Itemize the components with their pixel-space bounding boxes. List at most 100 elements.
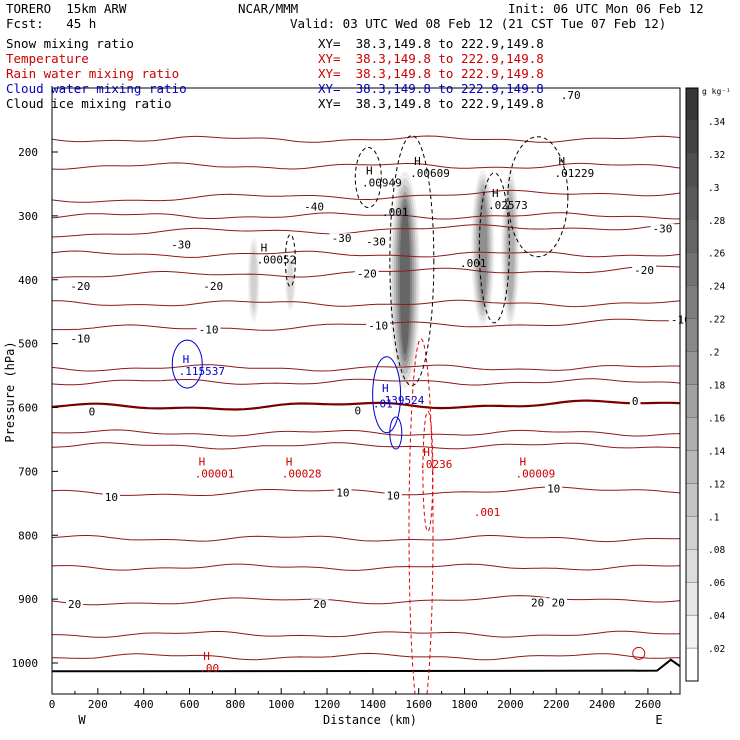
colorbar-tick-9: .2: [708, 348, 719, 359]
temp-label-1: -30: [332, 232, 352, 245]
y-tick-label-8: 1000: [12, 657, 39, 670]
x-tick-label-1: 200: [88, 698, 108, 711]
contour-labels: -40-30 -30-30-30-20 -20-20 -20-10-10 -10 -100…: [66, 89, 693, 675]
colorbar-border: [685, 87, 699, 682]
temp-label-17: 10: [336, 486, 349, 499]
isotherm-extra-5: [52, 364, 680, 372]
isotherm-extra-8: [52, 535, 680, 543]
isotherm-extra-4: [52, 299, 680, 308]
y-axis-label: Pressure (hPa): [3, 341, 17, 442]
colorbar-band-17: [685, 87, 699, 122]
temp-label-13: 0: [89, 405, 96, 418]
colorbar-tick-3: .08: [708, 545, 725, 556]
colorbar-band-3: [685, 549, 699, 583]
maximum-value-10: .00009: [516, 467, 556, 480]
x-tick-label-13: 2600: [635, 698, 662, 711]
field-temperature-xy: XY= 38.3,149.8 to 222.9,149.8: [318, 51, 544, 66]
rain-contour-3: [632, 646, 646, 660]
maximum-marker-8: H: [199, 455, 206, 468]
hydrometeor-contours: [171, 135, 646, 694]
temp-label-bg-16: [102, 491, 120, 503]
y-tick-label-0: 200: [18, 146, 38, 159]
x-tick-label-0: 0: [49, 698, 56, 711]
colorbar-tick-5: .12: [708, 479, 725, 490]
maximum-marker-0: H: [261, 241, 268, 254]
temp-label-18: 10: [387, 490, 400, 503]
east-label: E: [655, 713, 662, 727]
field-snow: Snow mixing ratio: [6, 36, 134, 51]
isotherm-20: [52, 595, 680, 606]
temp-label-9: -10: [70, 333, 90, 346]
isotherm-extra-3: [52, 250, 680, 258]
x-tick-label-12: 2400: [589, 698, 616, 711]
temp-label-bg-4: [169, 239, 193, 251]
temp-label-16: 10: [105, 491, 118, 504]
temp-label-bg-2: [364, 236, 388, 248]
isotherm-extra-9: [52, 563, 680, 571]
contour-value-1: .001: [460, 257, 487, 270]
rain-contour-2: [422, 410, 434, 532]
field-snow-xy: XY= 38.3,149.8 to 222.9,149.8: [318, 36, 544, 51]
snow-plume-2-band-5: [399, 205, 411, 355]
org-title: NCAR/MMM: [238, 1, 299, 16]
colorbar-tick-4: .1: [708, 512, 720, 523]
colorbar-band-1: [685, 614, 699, 649]
maximum-value-11: .00: [199, 662, 219, 675]
maximum-marker-3: H: [492, 187, 499, 200]
isotherm-10: [52, 486, 680, 496]
contour-value-4: .70: [561, 89, 581, 102]
isotherm-extra-6: [52, 378, 680, 386]
colorbar-tick-12: .26: [708, 249, 725, 260]
x-tick-label-6: 1200: [314, 698, 341, 711]
temp-label-bg-1: [329, 233, 354, 245]
temperature-contours: [52, 135, 680, 673]
maximum-marker-1: H: [366, 165, 373, 178]
maximum-value-3: .02573: [488, 199, 528, 212]
maximum-marker-2: H: [414, 155, 421, 168]
x-tick-label-3: 600: [180, 698, 200, 711]
maximum-marker-4: H: [559, 155, 566, 168]
temp-label-4: -30: [171, 239, 191, 252]
colorbar-band-13: [685, 219, 699, 253]
temp-label-bg-5: [68, 281, 93, 293]
contour-value-3: .01: [373, 398, 393, 411]
x-tick-label-7: 1400: [360, 698, 387, 711]
isotherm--10: [52, 318, 680, 331]
colorbar-tick-7: .16: [708, 413, 725, 424]
temp-label-bg-17: [334, 487, 352, 499]
maximum-value-7: .0236: [419, 458, 452, 471]
y-tick-label-7: 900: [18, 593, 38, 606]
colorbar-tick-0: .02: [708, 644, 725, 655]
maximum-marker-9: H: [286, 455, 293, 468]
cloud-ice-contour-2: [354, 147, 382, 209]
x-axis-label: Distance (km): [323, 713, 417, 727]
isotherm-extra-7: [52, 442, 680, 450]
temp-label-bg-3: [650, 223, 675, 235]
field-cloud-water: Cloud water mixing ratio: [6, 81, 187, 96]
maximum-marker-5: H: [183, 353, 190, 366]
y-tick-label-1: 300: [18, 210, 38, 223]
temp-label-bg-22: [529, 597, 547, 609]
contour-value-0: .001: [382, 206, 409, 219]
field-temperature: Temperature: [6, 51, 89, 66]
colorbar-tick-15: .32: [708, 150, 725, 161]
y-tick-label-4: 600: [18, 402, 38, 415]
colorbar-band-10: [685, 318, 699, 352]
isotherm-extra-12: [52, 429, 680, 437]
colorbar-band-12: [685, 252, 699, 286]
snow-plume-0-band-5: [250, 250, 257, 309]
temp-label-20: 20: [68, 598, 81, 611]
isotherm-0: [52, 399, 680, 411]
cloud-ice-contour-3: [478, 172, 510, 324]
colorbar-band-9: [685, 351, 699, 385]
cloud-ice-contour-5: [284, 234, 296, 288]
colorbar-band-11: [685, 285, 699, 319]
colorbar-band-15: [685, 153, 699, 188]
y-tick-label-3: 500: [18, 338, 38, 351]
isotherm--30: [52, 223, 680, 238]
colorbar-band-0: [685, 647, 699, 682]
terrain-line: [52, 658, 680, 673]
temp-label-bg-23: [549, 597, 567, 609]
